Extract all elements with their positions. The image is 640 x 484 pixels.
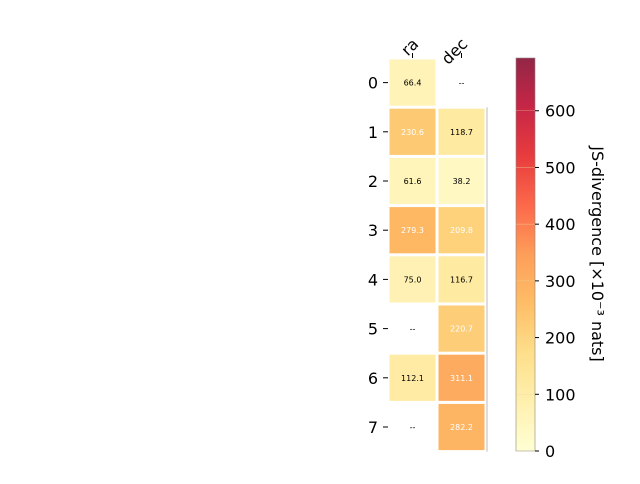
row-tick-label: 3 xyxy=(368,221,378,240)
heatmap-cell xyxy=(438,207,485,254)
row-tick-label: 0 xyxy=(368,74,378,93)
cell-label: 220.7 xyxy=(450,325,473,334)
heatmap-cell xyxy=(389,354,436,401)
heatmap-cell xyxy=(438,403,485,451)
heatmap-cell xyxy=(438,157,485,205)
heatmap-cell xyxy=(438,354,485,401)
cell-label: 230.6 xyxy=(401,128,424,137)
heatmap-cell xyxy=(389,59,436,106)
heatmap-cell xyxy=(389,108,436,155)
heatmap-axes: 0 1 2 3 4 5 6 7 ra dec xyxy=(368,34,488,452)
row-tick-label: 1 xyxy=(368,123,378,142)
row-tick-label: 7 xyxy=(368,418,378,437)
colorbar-tick-label: 200 xyxy=(545,329,576,348)
cell-label: -- xyxy=(410,325,416,334)
cell-label: 61.6 xyxy=(404,177,422,186)
cell-label: 112.1 xyxy=(401,374,424,383)
row-tick-label: 6 xyxy=(368,369,378,388)
column-tick-label: dec xyxy=(438,34,472,68)
colorbar-tick-label: 500 xyxy=(545,158,576,177)
colorbar-label: JS-divergence [×10⁻³ nats] xyxy=(588,145,607,361)
cell-label: 38.2 xyxy=(453,177,471,186)
colorbar-tick-label: 600 xyxy=(545,102,576,121)
cell-label: 66.4 xyxy=(404,79,422,88)
cell-label: -- xyxy=(410,423,416,432)
row-tick-label: 5 xyxy=(368,320,378,339)
row-tick-label: 2 xyxy=(368,172,378,191)
heatmap-cell xyxy=(438,305,485,352)
cell-label: -- xyxy=(459,79,465,88)
colorbar-tick-label: 400 xyxy=(545,215,576,234)
cell-label: 282.2 xyxy=(450,423,473,432)
colorbar-tick-label: 100 xyxy=(545,385,576,404)
cell-label: 75.0 xyxy=(404,275,422,284)
heatmap-cell xyxy=(438,108,485,155)
cell-label: 118.7 xyxy=(450,128,473,137)
heatmap-cell xyxy=(389,256,436,303)
colorbar: JS-divergence [×10⁻³ nats] 0 100 200 300 400… xyxy=(515,57,607,461)
cell-label: 311.1 xyxy=(450,374,473,383)
heatmap-cell xyxy=(389,207,436,254)
colorbar-gradient xyxy=(516,58,535,451)
row-tick-label: 4 xyxy=(368,270,378,289)
cell-label: 209.8 xyxy=(450,226,473,235)
column-tick-label: ra xyxy=(397,34,422,59)
heatmap-cell xyxy=(389,157,436,205)
cell-label: 279.3 xyxy=(401,226,424,235)
colorbar-tick-label: 300 xyxy=(545,272,576,291)
colorbar-tick-label: 0 xyxy=(545,442,555,461)
heatmap-cell xyxy=(438,256,485,303)
heatmap-cells: 66.4 -- 230.6 118.7 61.6 38.2 279.3 209.8 75.0 11… xyxy=(389,59,485,451)
cell-label: 116.7 xyxy=(450,275,473,284)
